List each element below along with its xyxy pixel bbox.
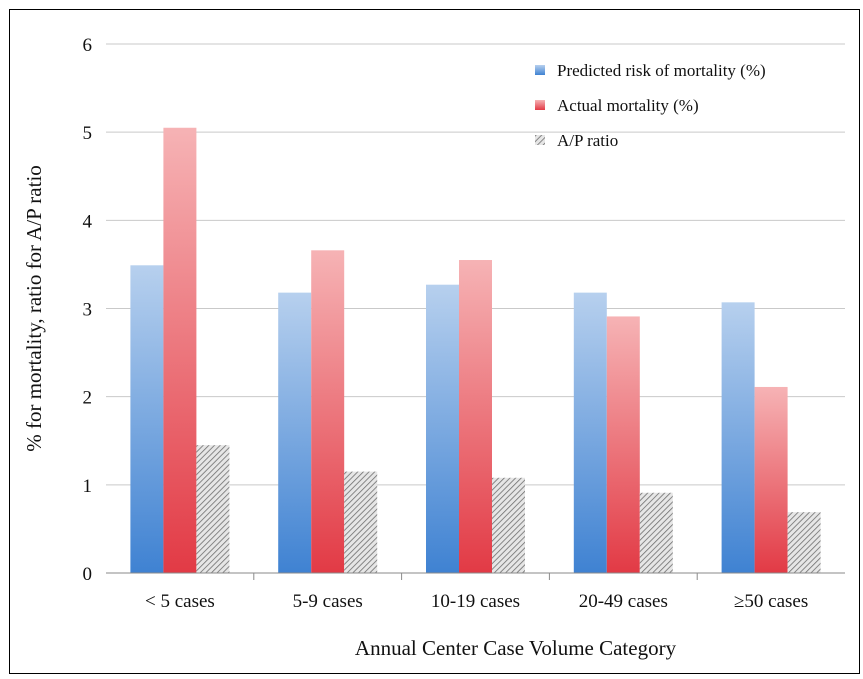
bar-actual-5 <box>754 386 788 573</box>
y-tick-label: 5 <box>83 123 93 144</box>
bar-predicted-2 <box>278 292 312 573</box>
chart-frame: 0 1 2 3 4 5 6 < 5 cases 5-9 cases 10-19 cases 20-… <box>9 9 860 674</box>
y-tick-label: 4 <box>83 211 93 232</box>
bar-chart: 0 1 2 3 4 5 6 < 5 cases 5-9 cases 10-19 cases 20-… <box>22 35 845 660</box>
bars <box>130 127 821 573</box>
bar-ap-ratio-4 <box>639 492 673 573</box>
bar-ap-ratio-3 <box>492 477 525 573</box>
bar-actual-1 <box>163 127 197 573</box>
bar-ap-ratio-2 <box>344 471 378 573</box>
y-tick-label: 2 <box>83 388 93 409</box>
y-axis-ticks: 0 1 2 3 4 5 6 <box>83 35 93 585</box>
bar-actual-4 <box>606 316 640 573</box>
legend: Predicted risk of mortality (%) Actual mo… <box>535 61 766 150</box>
y-tick-label: 1 <box>83 476 93 497</box>
bar-predicted-4 <box>573 292 607 573</box>
y-tick-label: 0 <box>83 564 93 585</box>
bar-actual-2 <box>311 250 345 573</box>
x-tick-label: 10-19 cases <box>431 591 520 612</box>
y-tick-label: 6 <box>83 35 93 56</box>
legend-swatch <box>535 135 545 145</box>
x-tick-label: 20-49 cases <box>579 591 668 612</box>
bar-predicted-3 <box>426 284 459 573</box>
bar-ap-ratio-1 <box>196 445 230 573</box>
bar-ap-ratio-5 <box>787 512 821 573</box>
x-axis-ticks: < 5 cases 5-9 cases 10-19 cases 20-49 cases… <box>145 573 808 612</box>
y-axis-title: % for mortality, ratio for A/P ratio <box>22 165 46 452</box>
legend-swatch <box>535 100 545 110</box>
legend-label: Actual mortality (%) <box>557 96 699 115</box>
x-tick-label: ≥50 cases <box>734 591 808 612</box>
bar-actual-3 <box>459 260 492 573</box>
legend-label: Predicted risk of mortality (%) <box>557 61 766 80</box>
bar-predicted-5 <box>721 302 755 573</box>
y-tick-label: 3 <box>83 300 93 321</box>
x-tick-label: < 5 cases <box>145 591 215 612</box>
x-tick-label: 5-9 cases <box>293 591 363 612</box>
legend-label: A/P ratio <box>557 131 618 150</box>
x-axis-title: Annual Center Case Volume Category <box>355 636 677 660</box>
legend-swatch <box>535 65 545 75</box>
bar-predicted-1 <box>130 265 164 573</box>
